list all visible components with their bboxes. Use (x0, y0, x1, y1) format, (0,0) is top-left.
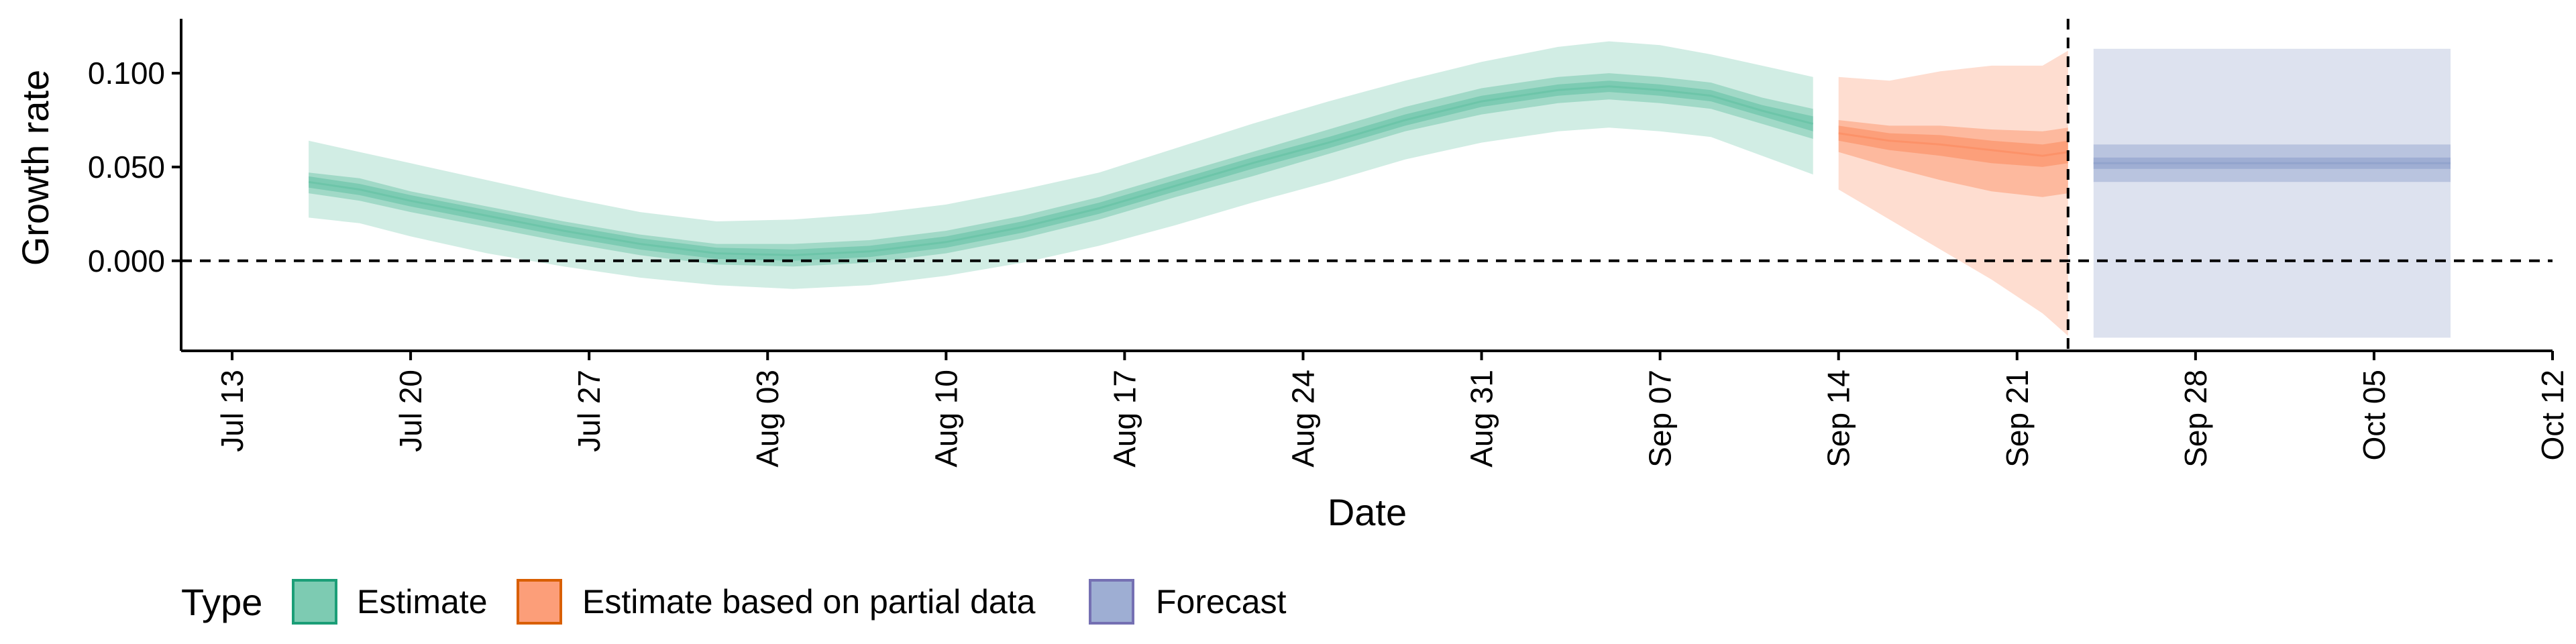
x-tick-label: Sep 14 (1821, 370, 1856, 468)
x-tick-label: Aug 31 (1464, 370, 1499, 468)
estimate-band-50 (309, 73, 1813, 267)
estimate-based-on-partial-data-band-90 (1838, 50, 2068, 336)
estimate-median-line (308, 85, 1814, 256)
legend-label-estimate: Estimate (357, 583, 488, 621)
y-tick-label: 0.000 (88, 244, 165, 278)
ribbon-layer (308, 41, 2451, 338)
axes: 0.100 0.050 0.000 Jul 13 Jul 20 Jul 27 Aug 03 A… (88, 19, 2570, 468)
x-tick-label: Oct 12 (2535, 370, 2570, 461)
legend-key-forecast (1089, 579, 1134, 625)
x-tick-label: Jul 27 (572, 370, 606, 452)
x-tick-label: Aug 24 (1286, 370, 1321, 468)
legend-label-forecast: Forecast (1156, 583, 1287, 621)
x-tick-label: Aug 03 (750, 370, 785, 468)
x-tick-label: Aug 17 (1107, 370, 1142, 468)
forecast-band-90 (2093, 48, 2451, 338)
x-tick-label: Jul 13 (215, 370, 250, 452)
x-tick-label: Oct 05 (2357, 370, 2392, 461)
reference-lines (181, 19, 2553, 351)
x-tick-label: Aug 10 (928, 370, 963, 468)
y-axis-title: Growth rate (14, 70, 56, 266)
x-tick-label: Sep 07 (1643, 370, 1678, 468)
x-axis-title: Date (1328, 491, 1407, 533)
legend-key-estimate (292, 579, 337, 625)
x-tick-label: Sep 28 (2178, 370, 2213, 468)
x-tick-label: Sep 21 (2000, 370, 2035, 468)
estimate-based-on-partial-data-median-line (1838, 132, 2069, 157)
y-tick-label: 0.050 (88, 150, 165, 184)
legend: Type Estimate Estimate based on partial d… (181, 579, 1287, 625)
legend-key-estimate-based-on-partial-data (517, 579, 562, 625)
estimate-band-90 (309, 41, 1813, 289)
y-tick-label: 0.100 (88, 56, 165, 91)
legend-label-estimate-based-on-partial-data: Estimate based on partial data (582, 583, 1036, 621)
x-tick-label: Jul 20 (393, 370, 428, 452)
legend-title: Type (181, 581, 262, 623)
